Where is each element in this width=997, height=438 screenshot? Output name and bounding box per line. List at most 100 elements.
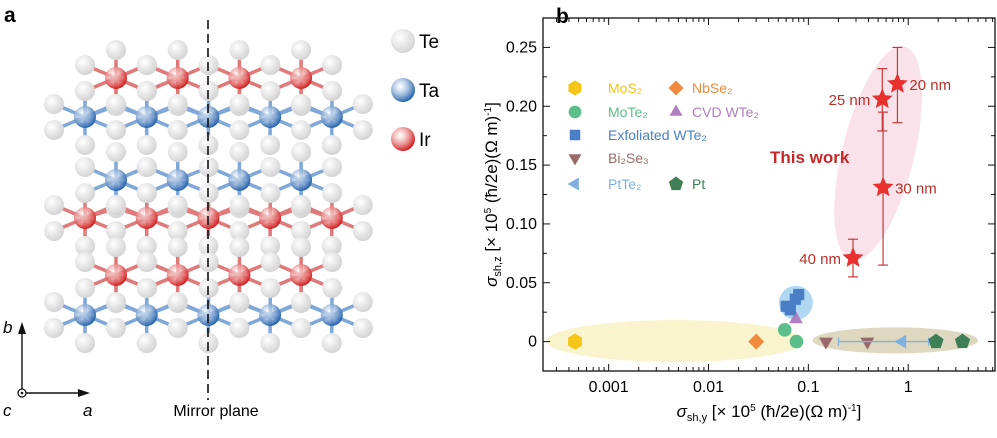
y-tick-label: 0.05 bbox=[506, 275, 537, 292]
te-atom bbox=[291, 221, 312, 241]
x-axis-label-sym: σ bbox=[677, 402, 688, 421]
te-atom bbox=[352, 221, 373, 241]
panel-b-label: b bbox=[556, 5, 569, 28]
te-atom bbox=[106, 318, 126, 338]
highlight-yellow bbox=[546, 319, 804, 362]
thickness-label: 20 nm bbox=[909, 77, 951, 94]
b-axis-arrowhead bbox=[18, 322, 26, 334]
te-atom bbox=[321, 333, 342, 353]
point-exfoliated-wte- bbox=[793, 288, 805, 301]
te-atom bbox=[75, 333, 95, 353]
te-atom bbox=[136, 183, 157, 203]
te-atom bbox=[136, 135, 157, 155]
te-atom bbox=[106, 237, 126, 257]
te-atom bbox=[352, 94, 373, 114]
x-axis-label-pre: [× 10 bbox=[707, 402, 750, 421]
te-atom bbox=[260, 236, 281, 256]
highlight-pink bbox=[834, 46, 923, 261]
y-tick-label: 0.10 bbox=[506, 216, 537, 233]
ir-atom bbox=[228, 264, 251, 286]
this-work-label: This work bbox=[770, 148, 850, 167]
te-atom bbox=[352, 292, 373, 312]
chart-legend: MoS₂ NbSe₂ MoTe₂ CVD WTe₂ Exfoliated WTe₂ Bi₂… bbox=[567, 80, 759, 192]
te-atom bbox=[260, 333, 281, 353]
x-axis-label-sub: sh,y bbox=[687, 412, 708, 424]
y-axis-label-mid: (ħ/2e)(Ω m) bbox=[482, 116, 501, 208]
y-tick-label: 0.25 bbox=[506, 39, 537, 56]
te-atom bbox=[352, 318, 373, 338]
point-cvd-wte- bbox=[789, 311, 803, 324]
legend-ta-label: Ta bbox=[419, 81, 440, 102]
te-atom bbox=[229, 120, 250, 140]
te-atom bbox=[291, 237, 312, 257]
te-atom bbox=[291, 142, 312, 162]
mirror-plane-label: Mirror plane bbox=[173, 403, 258, 420]
y-tick-label: 0 bbox=[528, 334, 537, 351]
legend-ta-swatch bbox=[391, 78, 415, 102]
point-mos- bbox=[568, 333, 582, 350]
crystal-structure bbox=[44, 40, 373, 353]
c-axis-dot bbox=[20, 391, 24, 395]
y-tick-label: 0.15 bbox=[506, 157, 537, 174]
ta-atom bbox=[259, 106, 282, 128]
ir-atom bbox=[320, 207, 343, 229]
atom-legend: Te Ta Ir bbox=[391, 29, 440, 151]
te-atom bbox=[167, 40, 188, 60]
te-atom bbox=[352, 120, 373, 140]
ir-atom bbox=[166, 67, 189, 89]
ir-atom bbox=[105, 264, 127, 286]
te-atom bbox=[229, 318, 250, 338]
te-atom bbox=[75, 278, 95, 298]
point-this-work-40nm bbox=[842, 247, 864, 267]
legend-label-bi-se-: Bi₂Se₃ bbox=[608, 150, 649, 166]
x-tick-label: 0.001 bbox=[589, 379, 629, 396]
ta-atom bbox=[228, 169, 251, 191]
te-atom bbox=[106, 221, 126, 241]
point-mote- bbox=[789, 334, 804, 349]
te-atom bbox=[229, 237, 250, 257]
ta-atom bbox=[197, 106, 220, 128]
y-axis-label-pre: [× 10 bbox=[482, 213, 501, 256]
te-atom bbox=[229, 221, 250, 241]
legend-marker-cvd-wte- bbox=[669, 104, 683, 116]
x-tick-label: 1 bbox=[904, 379, 913, 396]
ir-atom bbox=[105, 67, 127, 89]
ta-atom bbox=[290, 169, 313, 191]
ta-atom bbox=[259, 304, 282, 326]
point-nbse- bbox=[748, 333, 765, 350]
te-atom bbox=[44, 318, 64, 338]
thickness-label: 25 nm bbox=[829, 92, 871, 109]
point-pt bbox=[928, 333, 944, 349]
te-atom bbox=[75, 81, 95, 101]
te-atom bbox=[106, 195, 126, 215]
te-atom bbox=[167, 237, 188, 257]
te-atom bbox=[291, 292, 312, 312]
point-ptte- bbox=[894, 334, 907, 349]
te-atom bbox=[229, 292, 250, 312]
legend-marker-mote- bbox=[568, 105, 582, 119]
te-atom bbox=[229, 40, 250, 60]
te-atom bbox=[291, 94, 312, 114]
te-atom bbox=[322, 81, 343, 101]
legend-label-exfoliated-wte-: Exfoliated WTe₂ bbox=[608, 127, 707, 143]
te-atom bbox=[106, 292, 126, 312]
b-axis-label: b bbox=[3, 318, 12, 337]
axis-triad: b a c bbox=[3, 318, 92, 420]
te-atom bbox=[260, 183, 281, 203]
ir-atom bbox=[259, 207, 282, 229]
te-atom bbox=[136, 55, 157, 75]
thickness-label: 30 nm bbox=[895, 180, 937, 197]
te-atom bbox=[167, 318, 188, 338]
y-axis-label-sym: σ bbox=[482, 276, 501, 287]
te-atom bbox=[322, 278, 343, 298]
legend-marker-mos- bbox=[568, 80, 582, 96]
te-atom bbox=[167, 221, 188, 241]
te-atom bbox=[321, 135, 342, 155]
y-axis-label-post: ] bbox=[482, 102, 501, 107]
y-axis-label: σsh,z [× 105 (ħ/2e)(Ω m)-1] bbox=[482, 102, 504, 287]
te-atom bbox=[106, 94, 126, 114]
point-mote- bbox=[777, 323, 792, 337]
ir-atom bbox=[166, 264, 189, 286]
x-axis-label-sup2: -1 bbox=[848, 403, 857, 414]
